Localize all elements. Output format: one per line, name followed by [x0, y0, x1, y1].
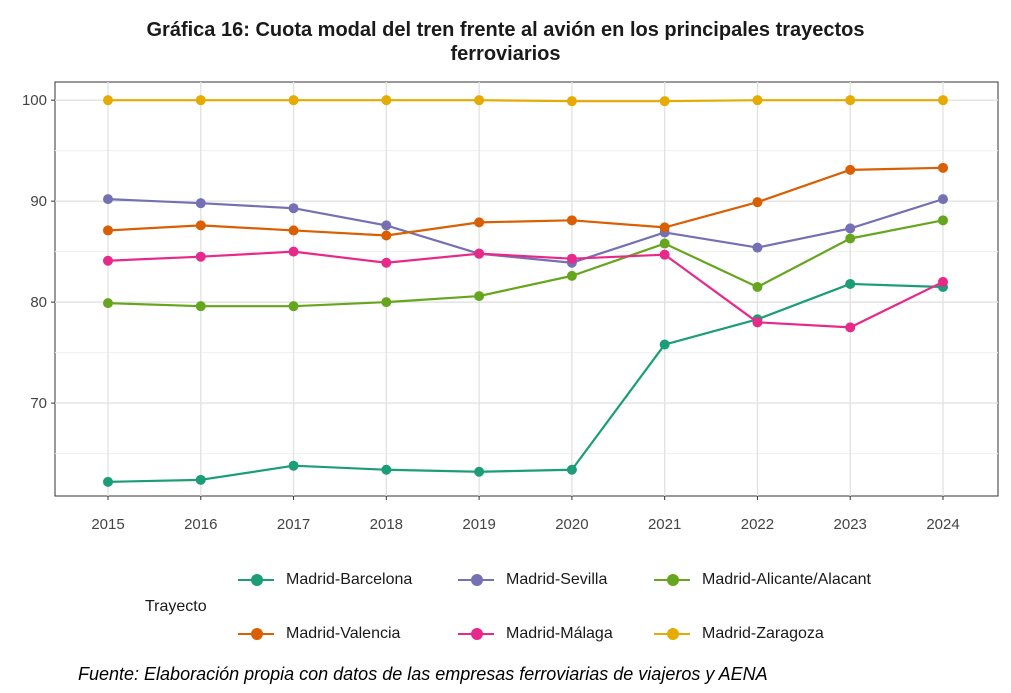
data-point-madrid-malaga	[195, 251, 206, 262]
data-point-madrid-malaga	[288, 246, 299, 257]
y-tick-label: 70	[30, 395, 47, 412]
x-tick-label: 2015	[91, 516, 124, 533]
data-point-madrid-barcelona	[659, 339, 670, 350]
data-point-madrid-valencia	[659, 222, 670, 233]
data-point-madrid-alicante-alacant	[288, 301, 299, 312]
series-line-madrid-valencia	[107, 166, 944, 237]
y-tick-label: 90	[30, 193, 47, 210]
data-point-madrid-zaragoza	[381, 95, 392, 106]
data-point-madrid-malaga	[381, 257, 392, 268]
data-point-madrid-barcelona	[845, 278, 856, 289]
x-tick-label: 2021	[648, 516, 681, 533]
data-point-madrid-valencia	[381, 230, 392, 241]
series-layer	[103, 95, 948, 487]
series-line-madrid-alicante-alacant	[107, 219, 944, 308]
series-madrid-malaga	[103, 246, 948, 333]
axis-ticks: 70 80 90 100 2015 2016 2017 2018 2019 2020 2021 202…	[22, 92, 960, 533]
data-point-madrid-zaragoza	[752, 95, 763, 106]
data-point-madrid-malaga	[938, 276, 948, 287]
series-madrid-valencia	[103, 162, 948, 241]
data-point-madrid-sevilla	[752, 242, 763, 253]
data-point-madrid-alicante-alacant	[938, 215, 948, 226]
data-point-madrid-alicante-alacant	[566, 270, 577, 281]
data-point-madrid-zaragoza	[566, 96, 577, 107]
data-point-madrid-alicante-alacant	[845, 233, 856, 244]
data-point-madrid-alicante-alacant	[103, 298, 113, 309]
data-point-madrid-barcelona	[195, 474, 206, 485]
data-point-madrid-alicante-alacant	[659, 238, 670, 249]
data-point-madrid-valencia	[288, 225, 299, 236]
series-madrid-alicante-alacant	[103, 215, 948, 312]
data-point-madrid-sevilla	[288, 203, 299, 214]
data-point-madrid-barcelona	[288, 460, 299, 471]
data-point-madrid-malaga	[566, 253, 577, 264]
x-tick-label: 2020	[555, 516, 588, 533]
chart-title: Gráfica 16: Cuota modal del tren frente …	[0, 18, 1011, 66]
data-point-madrid-zaragoza	[195, 95, 206, 106]
series-line-madrid-zaragoza	[108, 99, 943, 103]
x-tick-label: 2022	[741, 516, 774, 533]
source-note: Fuente: Elaboración propia con datos de …	[78, 664, 768, 684]
data-point-madrid-zaragoza	[474, 95, 485, 106]
data-point-madrid-sevilla	[195, 198, 206, 209]
series-line-madrid-malaga	[107, 250, 944, 329]
series-line-madrid-sevilla	[107, 198, 944, 264]
data-point-madrid-malaga	[103, 255, 113, 266]
data-point-madrid-barcelona	[474, 466, 485, 477]
data-point-madrid-zaragoza	[103, 95, 113, 106]
plot-panel	[54, 81, 999, 497]
data-point-madrid-barcelona	[381, 464, 392, 475]
x-tick-label: 2019	[462, 516, 495, 533]
x-tick-label: 2018	[370, 516, 403, 533]
chart-title-line-2: ferroviarios	[450, 43, 561, 65]
x-tick-label: 2023	[834, 516, 867, 533]
data-point-madrid-valencia	[938, 162, 948, 173]
chart-title-line-1: Gráfica 16: Cuota modal del tren frente …	[146, 19, 865, 41]
data-point-madrid-sevilla	[103, 194, 113, 205]
data-point-madrid-valencia	[474, 217, 485, 228]
data-point-madrid-valencia	[566, 215, 577, 226]
data-point-madrid-zaragoza	[659, 96, 670, 107]
data-point-madrid-malaga	[845, 322, 856, 333]
data-point-madrid-valencia	[752, 197, 763, 208]
series-line-madrid-barcelona	[107, 282, 944, 483]
data-point-madrid-valencia	[103, 225, 113, 236]
data-point-madrid-malaga	[659, 249, 670, 260]
data-point-madrid-sevilla	[845, 223, 856, 234]
data-point-madrid-barcelona	[566, 464, 577, 475]
x-tick-label: 2024	[926, 516, 959, 533]
data-point-madrid-malaga	[752, 317, 763, 328]
y-tick-label: 80	[30, 294, 47, 311]
data-point-madrid-malaga	[474, 248, 485, 259]
data-point-madrid-alicante-alacant	[474, 291, 485, 302]
data-point-madrid-valencia	[195, 220, 206, 231]
data-point-madrid-sevilla	[938, 194, 948, 205]
x-tick-label: 2017	[277, 516, 310, 533]
x-tick-label: 2016	[184, 516, 217, 533]
data-point-madrid-zaragoza	[938, 95, 948, 106]
data-point-madrid-valencia	[845, 164, 856, 175]
data-point-madrid-barcelona	[103, 476, 113, 487]
series-madrid-zaragoza	[103, 95, 948, 107]
y-tick-label: 100	[22, 92, 47, 109]
data-point-madrid-alicante-alacant	[195, 301, 206, 312]
data-point-madrid-alicante-alacant	[381, 297, 392, 308]
data-point-madrid-sevilla	[381, 220, 392, 231]
data-point-madrid-zaragoza	[288, 95, 299, 106]
data-point-madrid-alicante-alacant	[752, 281, 763, 292]
data-point-madrid-zaragoza	[845, 95, 856, 106]
